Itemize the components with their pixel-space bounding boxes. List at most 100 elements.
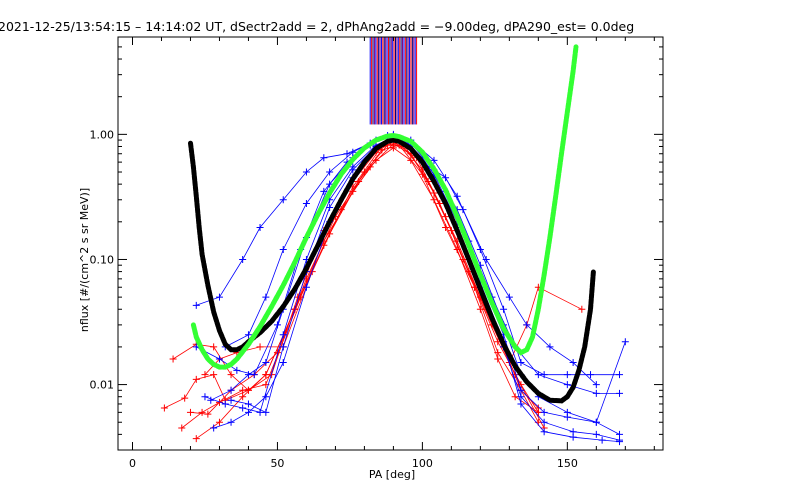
data-point-blue xyxy=(592,418,600,426)
data-point-blue xyxy=(453,192,461,200)
chart-title: 2021-12-25/13:54:15 – 14:14:02 UT, dSect… xyxy=(0,19,634,34)
y-tick-label: 0.10 xyxy=(90,253,115,266)
data-point-blue xyxy=(517,400,525,408)
data-point-blue xyxy=(569,359,577,367)
data-point-blue xyxy=(523,321,531,329)
data-point-red xyxy=(262,371,270,379)
data-point-red xyxy=(337,206,345,214)
data-point-blue xyxy=(621,338,629,346)
data-point-blue xyxy=(540,428,548,436)
data-point-blue xyxy=(262,359,270,367)
data-point-blue xyxy=(244,400,252,408)
x-tick-label: 0 xyxy=(129,457,136,470)
data-point-red xyxy=(256,343,264,351)
data-point-blue xyxy=(546,343,554,351)
data-point-blue xyxy=(279,343,287,351)
data-point-blue xyxy=(517,359,525,367)
data-point-red xyxy=(201,371,209,379)
data-point-blue xyxy=(227,386,235,394)
data-point-blue xyxy=(540,371,548,379)
data-point-blue xyxy=(326,204,334,212)
data-point-blue xyxy=(262,393,270,401)
data-point-red xyxy=(494,349,502,357)
data-point-red xyxy=(430,196,438,204)
plot-area xyxy=(160,37,629,446)
data-point-blue xyxy=(227,418,235,426)
x-tick-label: 150 xyxy=(557,457,578,470)
data-point-red xyxy=(326,230,334,238)
data-point-blue xyxy=(500,305,508,313)
data-point-red xyxy=(436,200,444,208)
data-point-red xyxy=(494,355,502,363)
data-point-blue xyxy=(239,255,247,263)
data-point-red xyxy=(160,404,168,412)
data-point-red xyxy=(204,410,212,418)
data-point-blue xyxy=(302,283,310,291)
data-point-red xyxy=(192,435,200,443)
x-axis-label: PA [deg] xyxy=(369,468,415,481)
data-point-red xyxy=(239,393,247,401)
data-point-blue xyxy=(326,168,334,176)
data-point-blue xyxy=(244,331,252,339)
data-point-blue xyxy=(349,166,357,174)
data-point-red xyxy=(210,371,218,379)
data-point-blue xyxy=(279,246,287,254)
axes: 0 50 100 150 0.01 0.10 1.00 xyxy=(90,36,664,470)
data-point-blue xyxy=(598,436,606,444)
data-point-blue xyxy=(279,359,287,367)
data-point-blue xyxy=(302,200,310,208)
data-point-red xyxy=(192,375,200,383)
data-point-red xyxy=(181,394,189,402)
x-tick-label: 100 xyxy=(412,457,433,470)
data-point-blue xyxy=(326,180,334,188)
data-point-red xyxy=(239,386,247,394)
data-point-blue xyxy=(616,438,624,446)
data-point-blue xyxy=(592,381,600,389)
data-point-red xyxy=(198,408,206,416)
data-point-red xyxy=(418,170,426,178)
data-point-blue xyxy=(221,400,229,408)
data-point-red xyxy=(178,424,186,432)
data-point-blue xyxy=(540,408,548,416)
data-point-red xyxy=(407,156,415,164)
data-point-blue xyxy=(279,196,287,204)
data-point-blue xyxy=(210,424,218,432)
data-point-red xyxy=(215,418,223,426)
data-point-blue xyxy=(563,381,571,389)
series-line-red xyxy=(181,144,539,429)
data-point-blue xyxy=(569,433,577,441)
data-point-blue xyxy=(227,396,235,404)
data-point-red xyxy=(578,305,586,313)
data-point-blue xyxy=(201,393,209,401)
x-tick-label: 50 xyxy=(270,457,284,470)
data-point-blue xyxy=(207,396,215,404)
data-point-blue xyxy=(616,389,624,397)
series-line-red xyxy=(196,142,545,439)
data-point-blue xyxy=(563,371,571,379)
data-point-blue xyxy=(215,355,223,363)
y-tick-label: 0.01 xyxy=(90,379,115,392)
data-point-blue xyxy=(192,301,200,309)
data-point-blue xyxy=(279,331,287,339)
data-point-blue xyxy=(262,293,270,301)
data-point-blue xyxy=(256,224,264,232)
data-point-red xyxy=(366,163,374,171)
data-point-blue xyxy=(320,154,328,162)
data-point-blue xyxy=(505,293,513,301)
data-point-blue xyxy=(587,371,595,379)
series-line-blue xyxy=(196,135,620,394)
data-point-red xyxy=(355,177,363,185)
fit-curve-black xyxy=(188,137,596,404)
data-point-blue xyxy=(343,150,351,158)
series-line-red xyxy=(204,143,582,375)
data-point-blue xyxy=(239,404,247,412)
data-point-red xyxy=(227,371,235,379)
data-point-red xyxy=(169,355,177,363)
data-point-blue xyxy=(244,371,252,379)
data-point-blue xyxy=(349,148,357,156)
data-point-blue xyxy=(302,168,310,176)
fit-curve-green xyxy=(190,44,579,370)
data-point-blue xyxy=(233,366,241,374)
plot-frame xyxy=(117,36,664,451)
data-point-blue xyxy=(540,418,548,426)
